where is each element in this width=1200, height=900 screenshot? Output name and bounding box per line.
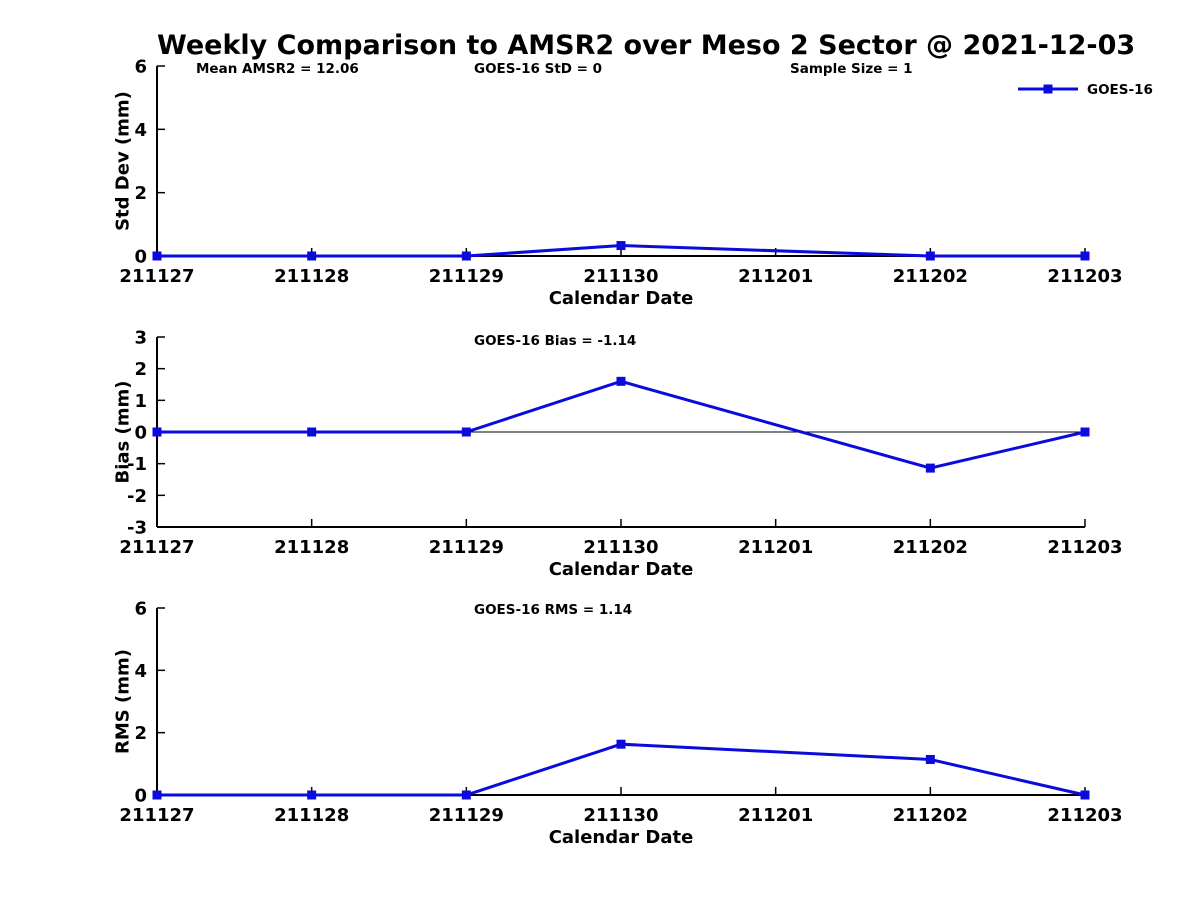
x-tick-label: 211202 bbox=[893, 266, 968, 287]
x-tick-label: 211129 bbox=[429, 266, 504, 287]
x-axis-title: Calendar Date bbox=[549, 288, 694, 309]
data-point-marker bbox=[616, 376, 626, 386]
y-axis-title: Bias (mm) bbox=[112, 381, 133, 484]
x-tick-label: 211130 bbox=[583, 805, 658, 826]
y-tick-label: -3 bbox=[127, 518, 147, 539]
y-tick-label: -2 bbox=[127, 486, 147, 507]
x-tick-label: 211201 bbox=[738, 266, 813, 287]
y-axis-title: RMS (mm) bbox=[112, 649, 133, 754]
y-axis-title: Std Dev (mm) bbox=[112, 91, 133, 231]
legend-label: GOES-16 bbox=[1087, 82, 1153, 98]
data-line bbox=[157, 244, 1085, 258]
data-point-marker bbox=[925, 754, 935, 764]
y-tick-label: 2 bbox=[134, 183, 147, 204]
x-axis-title: Calendar Date bbox=[549, 559, 694, 580]
data-point-marker bbox=[616, 739, 626, 749]
data-point-marker bbox=[307, 427, 317, 437]
data-line bbox=[157, 742, 1086, 797]
stat-annotation: GOES-16 Bias = -1.14 bbox=[474, 333, 636, 349]
x-tick-label: 211201 bbox=[738, 537, 813, 558]
x-tick-label: 211203 bbox=[1047, 266, 1122, 287]
y-tick-label: 2 bbox=[134, 723, 147, 744]
x-tick-label: 211201 bbox=[738, 805, 813, 826]
y-tick-label: 6 bbox=[134, 599, 147, 620]
y-tick-label: -1 bbox=[127, 454, 147, 475]
x-tick-label: 211203 bbox=[1047, 537, 1122, 558]
x-tick-label: 211129 bbox=[429, 805, 504, 826]
legend: GOES-16 bbox=[1018, 82, 1153, 98]
data-point-marker bbox=[152, 251, 162, 261]
x-tick-label: 211129 bbox=[429, 537, 504, 558]
data-point-marker bbox=[925, 463, 935, 473]
x-tick-label: 211128 bbox=[274, 805, 349, 826]
stat-annotation: Sample Size = 1 bbox=[790, 61, 913, 77]
y-tick-label: 4 bbox=[134, 661, 147, 682]
data-point-marker bbox=[1080, 251, 1090, 261]
subplot-rms: 0 2 4 6 211127 211128 211129 211130 211201 211202… bbox=[112, 599, 1122, 849]
chart-title: Weekly Comparison to AMSR2 over Meso 2 S… bbox=[157, 30, 1136, 61]
data-line bbox=[157, 379, 1086, 470]
x-tick-label: 211127 bbox=[119, 805, 194, 826]
data-point-marker bbox=[152, 790, 162, 800]
x-tick-label: 211202 bbox=[893, 805, 968, 826]
y-tick-label: 1 bbox=[134, 391, 147, 412]
data-point-marker bbox=[1080, 790, 1090, 800]
data-point-marker bbox=[307, 790, 317, 800]
x-tick-label: 211130 bbox=[583, 266, 658, 287]
y-tick-label: 0 bbox=[134, 423, 147, 444]
x-tick-label: 211128 bbox=[274, 266, 349, 287]
x-tick-label: 211128 bbox=[274, 537, 349, 558]
stat-annotation: GOES-16 StD = 0 bbox=[474, 61, 602, 77]
x-tick-label: 211127 bbox=[119, 537, 194, 558]
data-point-marker bbox=[152, 427, 162, 437]
y-tick-label: 3 bbox=[134, 328, 147, 349]
y-tick-label: 6 bbox=[134, 57, 147, 78]
data-point-marker bbox=[925, 251, 935, 261]
data-point-marker bbox=[307, 251, 317, 261]
y-tick-label: 0 bbox=[134, 247, 147, 268]
subplot-std-dev: 0 2 4 6 211127 211128 211129 211130 211201 211202… bbox=[112, 57, 1153, 310]
subplot-bias: -3 -2 -1 0 1 2 3 211127 211128 211129 211130 211201… bbox=[112, 328, 1122, 581]
y-tick-label: 0 bbox=[134, 786, 147, 807]
data-point-marker bbox=[461, 427, 471, 437]
x-tick-label: 211130 bbox=[583, 537, 658, 558]
data-point-marker bbox=[616, 241, 626, 251]
stat-annotation: GOES-16 RMS = 1.14 bbox=[474, 602, 632, 618]
stat-annotation: Mean AMSR2 = 12.06 bbox=[196, 61, 359, 77]
data-point-marker bbox=[461, 251, 471, 261]
data-point-marker bbox=[1080, 427, 1090, 437]
data-point-marker bbox=[461, 790, 471, 800]
x-axis-title: Calendar Date bbox=[549, 827, 694, 848]
legend-marker bbox=[1043, 84, 1053, 94]
x-tick-label: 211202 bbox=[893, 537, 968, 558]
x-tick-label: 211127 bbox=[119, 266, 194, 287]
x-tick-label: 211203 bbox=[1047, 805, 1122, 826]
y-tick-label: 2 bbox=[134, 359, 147, 380]
y-tick-label: 4 bbox=[134, 120, 147, 141]
